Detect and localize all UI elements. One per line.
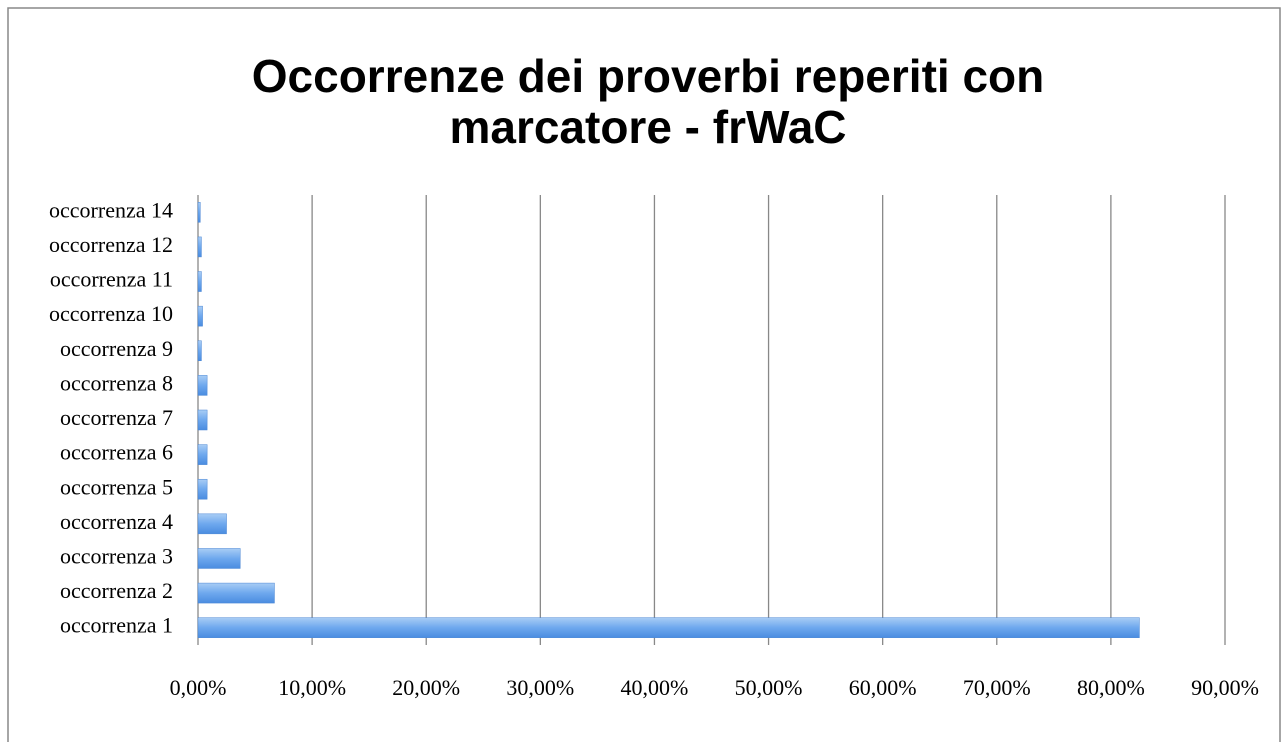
bar (197, 409, 208, 431)
y-tick-label: occorrenza 14 (49, 197, 173, 222)
bar (197, 236, 202, 258)
x-tick-label: 0,00% (170, 675, 227, 700)
y-tick-label: occorrenza 5 (60, 474, 173, 499)
bar (197, 478, 208, 500)
y-tick-label: occorrenza 4 (60, 509, 173, 534)
x-tick-label: 60,00% (849, 675, 917, 700)
y-tick-label: occorrenza 10 (49, 301, 173, 326)
bar (197, 305, 203, 327)
x-tick-label: 70,00% (963, 675, 1031, 700)
chart-title: Occorrenze dei proverbi reperiti con (252, 50, 1044, 102)
y-tick-label: occorrenza 9 (60, 336, 173, 361)
y-tick-label: occorrenza 7 (60, 405, 173, 430)
x-tick-label: 90,00% (1191, 675, 1259, 700)
bar (197, 340, 202, 362)
bar (197, 271, 202, 292)
y-tick-label: occorrenza 8 (60, 370, 173, 395)
x-tick-label: 50,00% (735, 675, 803, 700)
bar (197, 548, 241, 569)
y-tick-label: occorrenza 2 (60, 578, 173, 603)
y-tick-label: occorrenza 6 (60, 440, 173, 465)
x-tick-label: 10,00% (278, 675, 346, 700)
x-tick-label: 40,00% (621, 675, 689, 700)
bar (197, 375, 208, 396)
y-tick-label: occorrenza 12 (49, 232, 173, 257)
x-tick-label: 30,00% (506, 675, 574, 700)
bar (197, 444, 208, 465)
y-tick-label: occorrenza 11 (50, 267, 173, 292)
y-tick-label: occorrenza 1 (60, 613, 173, 638)
chart-title: marcatore - frWaC (449, 101, 846, 153)
bar (197, 513, 227, 535)
bar (197, 617, 1140, 638)
x-tick-label: 80,00% (1077, 675, 1145, 700)
bar (197, 582, 275, 604)
bar (197, 202, 201, 223)
x-tick-label: 20,00% (392, 675, 460, 700)
y-tick-label: occorrenza 3 (60, 544, 173, 569)
